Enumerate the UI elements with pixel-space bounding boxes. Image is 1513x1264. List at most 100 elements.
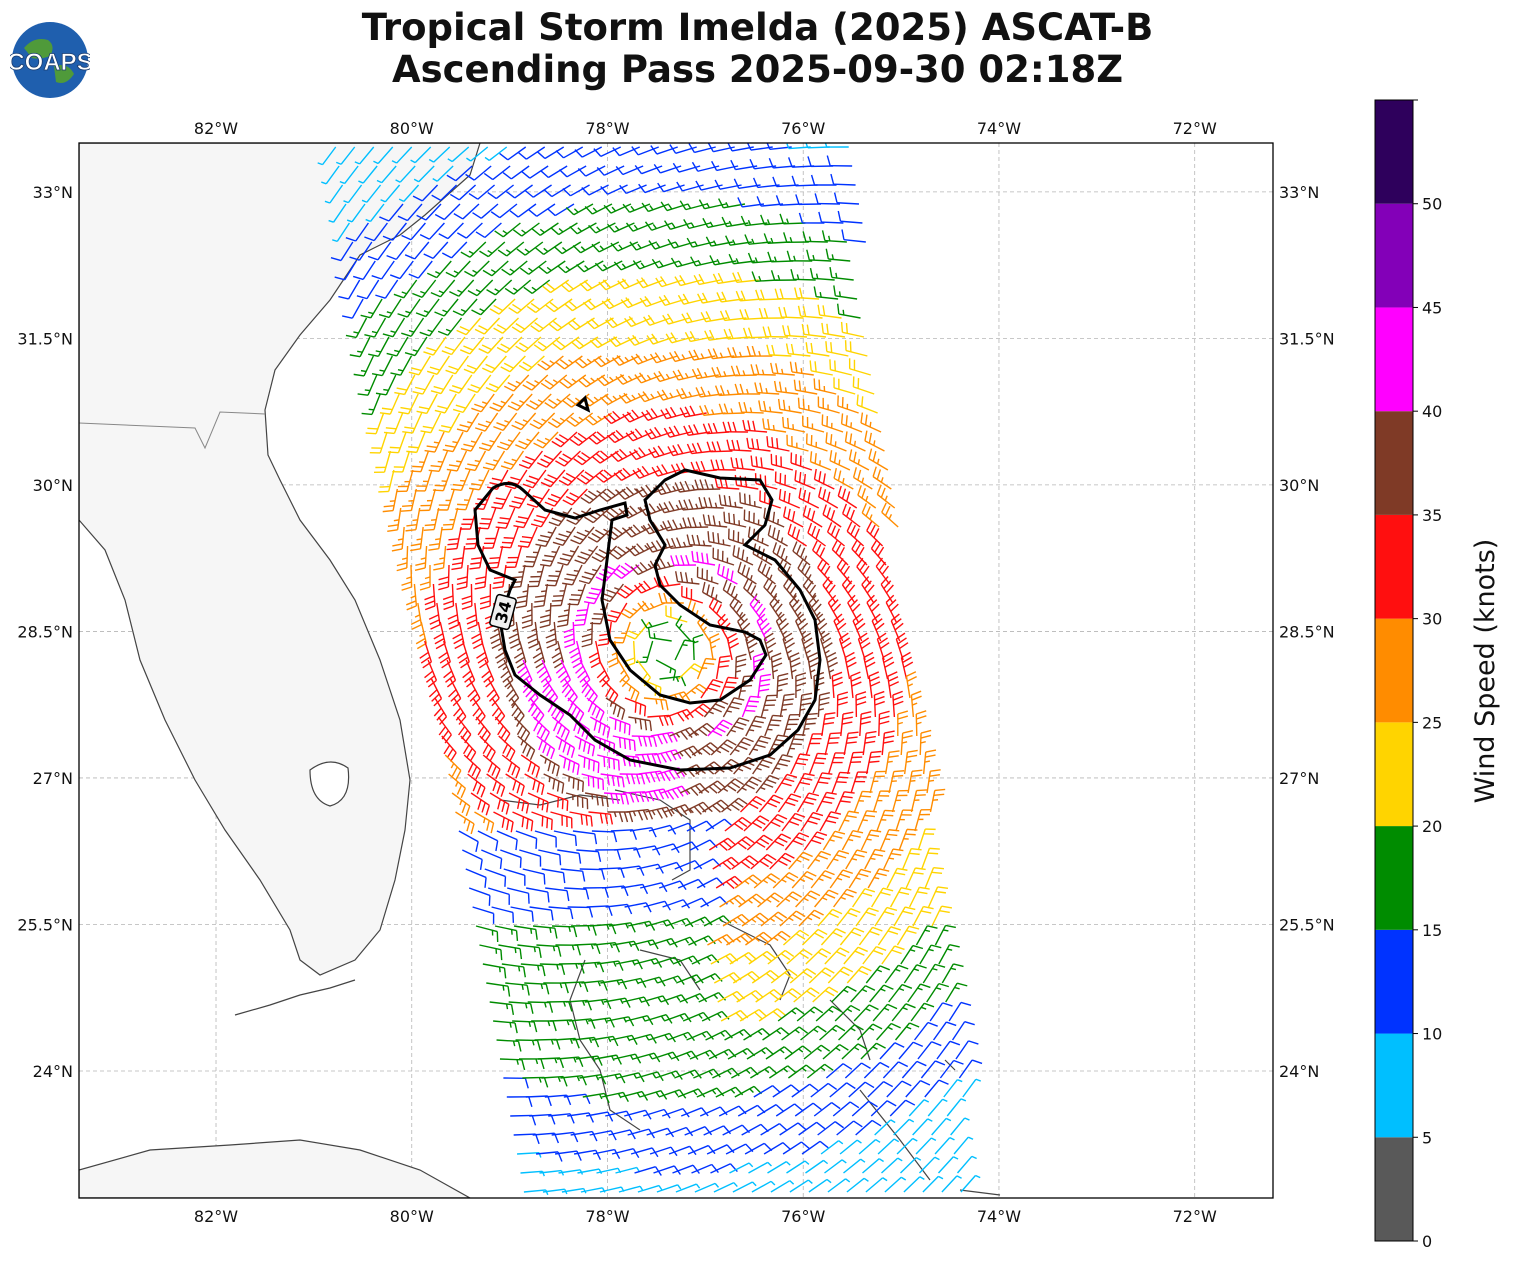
wind-barb — [774, 988, 802, 1003]
wind-barb — [885, 594, 899, 623]
wind-barb — [886, 867, 908, 889]
wind-barb — [545, 621, 558, 649]
wind-barb — [934, 924, 956, 946]
wind-barb — [897, 710, 909, 737]
wind-barb — [863, 1061, 890, 1079]
wind-barb — [330, 241, 354, 262]
wind-barb — [508, 792, 530, 814]
wind-barb — [743, 815, 770, 832]
wind-barb — [353, 355, 374, 377]
wind-barb — [784, 832, 810, 851]
wind-barb — [783, 232, 809, 244]
wind-barb — [419, 640, 433, 669]
wind-barb — [691, 742, 719, 756]
wind-barb — [410, 602, 423, 630]
wind-barb — [612, 146, 640, 157]
lon-tick-label-top: 76°W — [781, 119, 825, 138]
wind-barb — [932, 1021, 957, 1041]
wind-barb — [406, 431, 426, 454]
wind-barb — [477, 830, 499, 852]
wind-barb — [843, 946, 868, 965]
wind-barb — [846, 1177, 869, 1193]
wind-barb — [810, 870, 835, 889]
wind-barb — [791, 1083, 819, 1098]
wind-barb — [876, 809, 896, 832]
wind-barb — [945, 982, 968, 1003]
wind-barb — [648, 240, 677, 250]
wind-barb — [610, 1034, 638, 1045]
wind-barb — [368, 336, 390, 358]
wind-barb — [656, 1184, 682, 1193]
wind-barb — [713, 1182, 738, 1193]
wind-barb — [451, 545, 466, 571]
wind-barb — [664, 220, 692, 230]
wind-barb — [540, 165, 568, 179]
wind-barb — [865, 750, 882, 775]
colorbar: 0 5 10 15 20 25 30 35 40 45 50 — [1374, 99, 1442, 1251]
wind-barb — [857, 1023, 883, 1041]
colorbar-tick-label: 25 — [1422, 713, 1442, 732]
wind-barb — [438, 564, 450, 591]
wind-barb — [788, 595, 803, 623]
wind-barb — [917, 828, 936, 851]
wind-barb — [653, 370, 681, 383]
wind-barb — [482, 450, 506, 471]
wind-barb — [656, 389, 685, 401]
wind-barb — [616, 583, 643, 599]
wind-barb — [827, 594, 842, 623]
wind-barb — [922, 749, 937, 775]
wind-barb — [825, 341, 849, 357]
wind-barb — [662, 519, 690, 532]
wind-barb — [842, 503, 861, 528]
wind-barb — [900, 1157, 922, 1174]
wind-barb — [763, 577, 780, 604]
wind-barb — [924, 866, 945, 889]
wind-barb — [808, 752, 828, 775]
wind-barb — [550, 583, 568, 607]
wind-barb — [884, 750, 900, 775]
wind-barb — [476, 640, 489, 669]
wind-barb — [567, 906, 594, 918]
lon-tick-label-bottom: 76°W — [781, 1207, 825, 1226]
wind-barb — [610, 829, 638, 840]
wind-barb — [634, 372, 663, 384]
wind-barb — [636, 863, 664, 874]
wind-barb — [837, 485, 858, 509]
wind-barb — [408, 355, 431, 376]
wind-barb — [866, 594, 880, 623]
wind-barb — [617, 1072, 645, 1083]
wind-barb — [354, 146, 375, 165]
wind-barb — [640, 618, 669, 629]
wind-barb — [790, 452, 813, 471]
wind-barb — [356, 279, 380, 300]
lon-tick-label-top: 78°W — [585, 119, 629, 138]
wind-barb — [915, 710, 927, 737]
wind-barb — [646, 333, 675, 345]
wind-barb — [750, 1066, 778, 1079]
wind-barb — [579, 279, 608, 292]
wind-barb — [787, 523, 807, 547]
wind-barb — [459, 336, 485, 355]
wind-barb — [775, 1103, 804, 1117]
wind-barb — [386, 241, 411, 261]
wind-barb — [536, 146, 565, 160]
wind-barb — [808, 594, 822, 623]
wind-barb — [707, 719, 733, 737]
wind-barb — [751, 1180, 776, 1193]
wind-barb — [718, 494, 743, 509]
wind-barb — [686, 1030, 715, 1041]
wind-barb — [641, 408, 669, 421]
wind-barb — [726, 717, 750, 737]
wind-barb — [840, 711, 854, 737]
wind-barb — [858, 926, 883, 946]
wind-barb — [738, 401, 764, 414]
wind-barb — [739, 795, 766, 813]
wind-barb — [621, 883, 649, 895]
wind-barb — [548, 906, 574, 920]
wind-barb — [522, 1076, 549, 1088]
wind-barb — [812, 540, 830, 566]
wind-barb — [860, 1042, 886, 1060]
wind-barb — [943, 1079, 963, 1098]
wind-barb — [534, 830, 557, 848]
wind-barb — [863, 651, 876, 680]
